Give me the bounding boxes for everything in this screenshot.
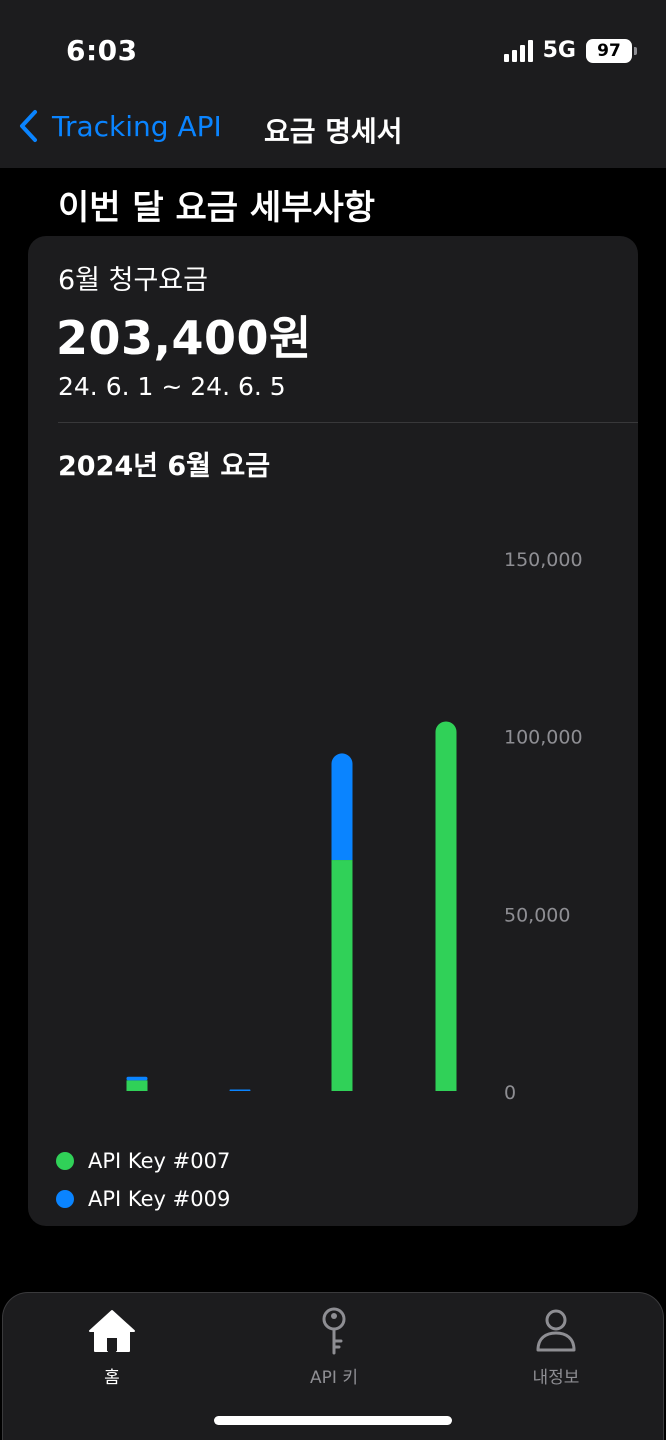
tab-my-info[interactable]: 내정보	[476, 1293, 636, 1388]
section-title: 이번 달 요금 세부사항	[58, 188, 376, 228]
y-tick-label: 50,000	[504, 904, 570, 926]
bar-segment-api-key-007	[435, 721, 457, 1091]
status-time: 6:03	[66, 34, 138, 67]
bar-segment-api-key-009	[331, 753, 353, 861]
y-tick-label: 100,000	[504, 727, 583, 749]
legend-item: API Key #007	[56, 1142, 230, 1180]
legend-dot	[56, 1152, 74, 1170]
tab-home-label: 홈	[104, 1368, 120, 1388]
bill-title: 6월 청구요금	[58, 265, 208, 296]
y-tick-label: 0	[504, 1082, 516, 1104]
legend-dot	[56, 1190, 74, 1208]
legend-label: API Key #007	[88, 1149, 231, 1173]
network-type: 5G	[542, 38, 576, 63]
tab-bar: 홈 API 키 내정보	[2, 1292, 664, 1440]
tab-api-key[interactable]: API 키	[254, 1293, 414, 1388]
chevron-left-icon	[20, 110, 37, 142]
nav-title: 요금 명세서	[264, 115, 403, 148]
bill-card: 6월 청구요금 203,400원 24. 6. 1 ~ 24. 6. 5 202…	[28, 236, 638, 1226]
bill-period: 24. 6. 1 ~ 24. 6. 5	[58, 372, 286, 401]
legend-label: API Key #009	[88, 1187, 231, 1211]
signal-icon	[503, 39, 533, 62]
tab-api-key-label: API 키	[310, 1368, 358, 1388]
chart-legend: API Key #007 API Key #009	[56, 1142, 230, 1218]
card-divider	[58, 422, 638, 423]
bar-segment-api-key-007	[331, 860, 353, 1091]
home-indicator	[214, 1416, 452, 1425]
bar-segment-api-key-009	[126, 1076, 148, 1081]
tab-my-info-label: 내정보	[532, 1368, 580, 1388]
tab-home[interactable]: 홈	[32, 1293, 192, 1388]
chart-title: 2024년 6월 요금	[58, 451, 271, 482]
bill-amount: 203,400원	[56, 311, 312, 365]
bar-chart: 150,000 100,000 50,000 0	[126, 549, 583, 1104]
bar-segment-api-key-007	[126, 1080, 148, 1091]
back-button[interactable]: Tracking API	[16, 108, 222, 144]
back-button-label: Tracking API	[52, 109, 222, 143]
person-icon	[536, 1309, 576, 1352]
home-icon	[89, 1310, 135, 1352]
status-indicators: 5G 97	[503, 38, 637, 63]
battery-icon: 97	[586, 38, 637, 63]
legend-item: API Key #009	[56, 1180, 230, 1218]
key-icon	[322, 1307, 346, 1355]
bar-segment-api-key-009	[229, 1089, 251, 1091]
top-bar: 6:03 5G 97 Tracking API 요금 명세서	[0, 0, 666, 168]
y-tick-label: 150,000	[504, 549, 583, 571]
